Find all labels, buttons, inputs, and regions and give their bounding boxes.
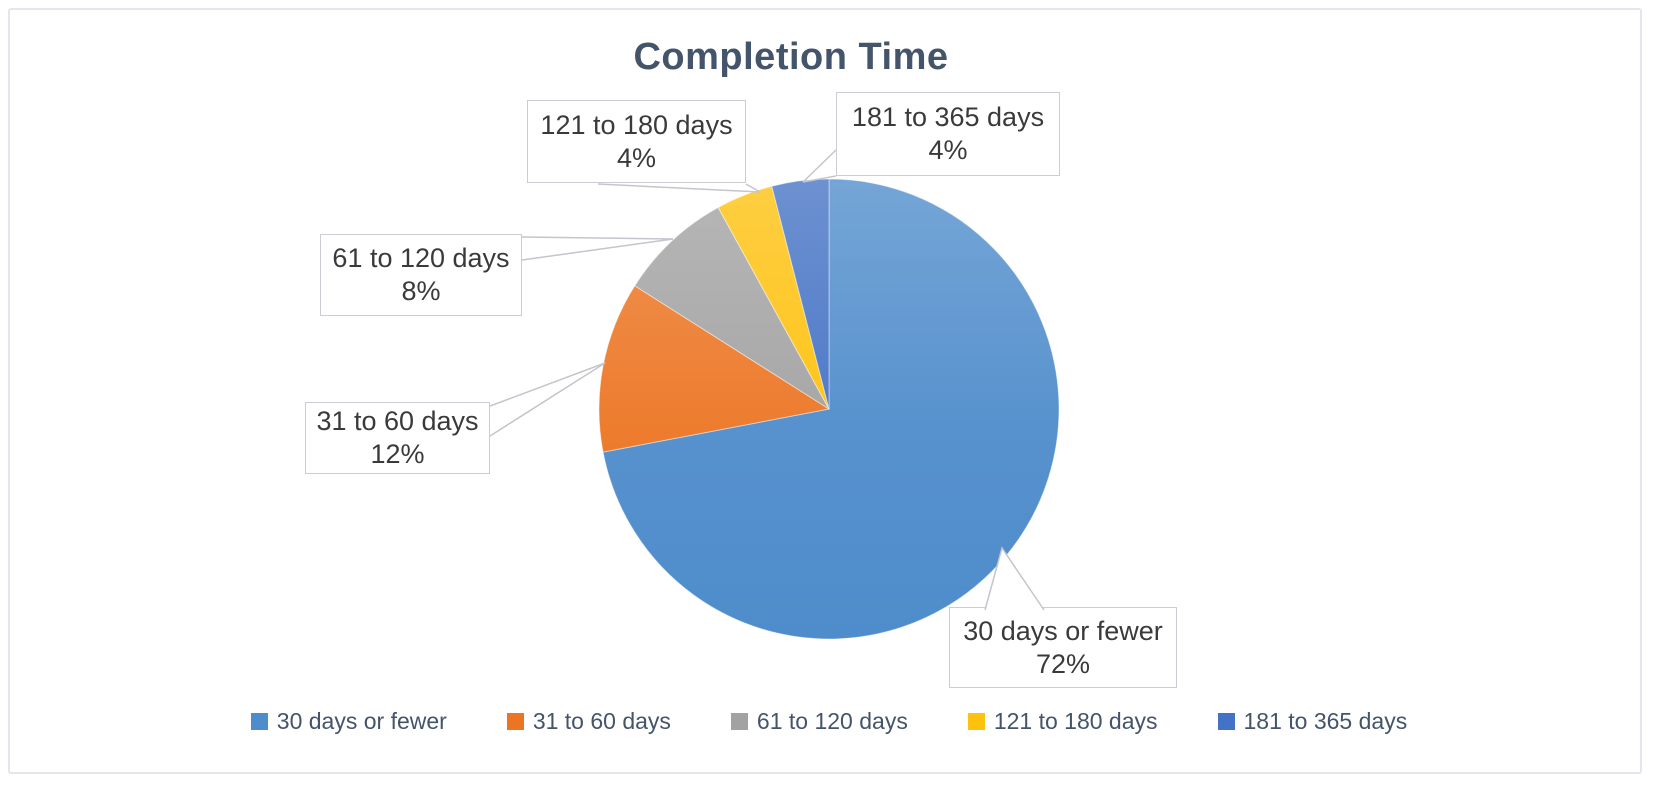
leader-line <box>521 238 674 261</box>
legend-item-121-to-180-days: 121 to 180 days <box>967 708 1158 735</box>
legend-label: 61 to 120 days <box>756 708 908 734</box>
legend-item-61-to-120-days: 61 to 120 days <box>730 708 908 735</box>
leader-line <box>745 183 761 193</box>
callout-percent: 4% <box>616 142 657 173</box>
legend-label: 121 to 180 days <box>993 708 1158 734</box>
legend-label: 31 to 60 days <box>532 708 671 734</box>
callout-percent: 4% <box>928 135 968 165</box>
data-label-callout-61-to-120-days: 61 to 120 days 8% <box>320 234 522 316</box>
legend-swatch-icon <box>1217 713 1235 730</box>
data-label-callout-30-days-or-fewer: 30 days or fewer 72% <box>949 607 1177 688</box>
callout-category: 61 to 120 days <box>332 243 510 273</box>
callout-percent: 8% <box>401 276 441 306</box>
legend-item-31-to-60-days: 31 to 60 days <box>506 708 671 735</box>
legend-label: 30 days or fewer <box>276 708 447 734</box>
callout-pointer-icon <box>984 546 1045 611</box>
leader-line <box>521 236 674 240</box>
callout-percent: 72% <box>1035 648 1091 679</box>
legend-label: 181 to 365 days <box>1243 708 1408 734</box>
legend-swatch-icon <box>730 713 748 730</box>
legend-item-30-days-or-fewer: 30 days or fewer <box>250 708 447 735</box>
legend-swatch-icon <box>506 713 524 730</box>
legend: 30 days or fewer 31 to 60 days 61 to 120 d… <box>8 708 1650 735</box>
pie-gradient-overlay <box>599 179 1059 639</box>
callout-category: 30 days or fewer <box>963 615 1163 646</box>
leader-line <box>489 362 606 407</box>
legend-swatch-icon <box>250 713 268 730</box>
leader-line <box>802 149 837 183</box>
chart-title: Completion Time <box>633 36 949 78</box>
leader-line <box>802 175 837 183</box>
data-label-callout-121-to-180-days: 121 to 180 days 4% <box>527 100 746 183</box>
chart-border-frame <box>8 8 1642 774</box>
leader-line <box>489 362 606 437</box>
leader-line <box>597 183 761 193</box>
legend-swatch-icon <box>967 713 985 730</box>
callout-category: 121 to 180 days <box>540 109 733 140</box>
legend-item-181-to-365-days: 181 to 365 days <box>1217 708 1408 735</box>
callout-category: 181 to 365 days <box>851 102 1045 132</box>
data-label-callout-181-to-365-days: 181 to 365 days 4% <box>836 92 1060 176</box>
callout-percent: 12% <box>370 439 425 469</box>
data-label-callout-31-to-60-days: 31 to 60 days 12% <box>305 402 490 474</box>
callout-category: 31 to 60 days <box>316 406 479 436</box>
